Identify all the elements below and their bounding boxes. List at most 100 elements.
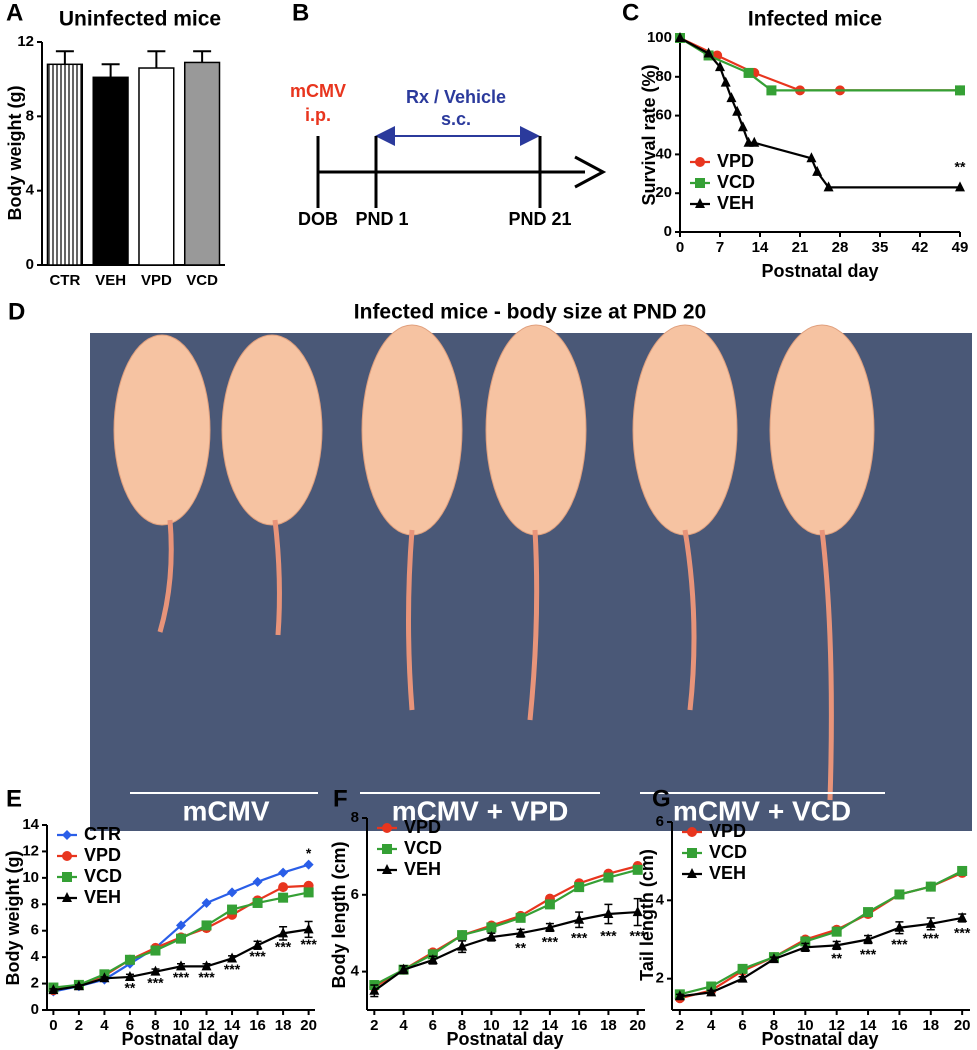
marker [863, 933, 874, 944]
route-label: i.p. [305, 105, 331, 125]
mice-illustration [113, 324, 875, 801]
x-tick-label: 10 [483, 1017, 500, 1034]
marker [486, 931, 497, 942]
x-tick-label: 18 [600, 1017, 617, 1034]
significance-label: ** [515, 939, 526, 955]
marker [278, 892, 289, 903]
significance-label: *** [300, 936, 317, 952]
marker [252, 939, 263, 950]
y-tick-label: 2 [31, 975, 39, 992]
marker [150, 945, 161, 956]
panel-letter: D [8, 298, 25, 325]
x-tick-label: 14 [752, 239, 769, 256]
legend-marker [687, 868, 697, 878]
legend-marker [62, 892, 72, 902]
group-label: mCMV + VPD [392, 795, 569, 826]
timeline-arrowhead [574, 155, 607, 189]
day-label: PND 21 [508, 209, 571, 229]
bar [92, 76, 129, 266]
legend-label: CTR [84, 824, 121, 844]
x-tick-label: 0 [49, 1017, 57, 1034]
significance-label: *** [891, 936, 908, 952]
marker [544, 899, 555, 910]
y-tick-label: 12 [17, 33, 34, 50]
x-tick-label: 2 [75, 1017, 83, 1034]
marker [252, 897, 263, 908]
marker [176, 920, 186, 931]
marker [515, 927, 526, 938]
panel-letter: B [292, 0, 309, 26]
marker [632, 864, 643, 875]
y-tick-label: 4 [656, 891, 665, 908]
x-axis-label: Postnatal day [121, 1029, 238, 1049]
x-tick-label: 8 [151, 1017, 159, 1034]
marker [369, 984, 380, 995]
y-tick-label: 2 [656, 970, 664, 987]
marker [766, 85, 777, 96]
y-tick-label: 8 [31, 895, 39, 912]
significance-label: *** [224, 961, 241, 977]
legend-label: VCD [84, 866, 122, 886]
x-tick-label: 4 [100, 1017, 109, 1034]
x-tick-label: 6 [429, 1017, 437, 1034]
legend-marker [382, 864, 392, 874]
chart-title: Infected mice [748, 8, 882, 31]
day-label: PND 1 [355, 209, 408, 229]
series-line [373, 864, 638, 988]
marker [398, 963, 409, 974]
marker [278, 927, 289, 938]
legend-label: VCD [404, 838, 442, 858]
group-label: mCMV [182, 795, 269, 826]
y-tick-label: 40 [655, 145, 672, 162]
marker [749, 136, 760, 147]
y-tick-label: 14 [22, 816, 39, 833]
x-tick-label: 10 [173, 1017, 190, 1034]
marker [515, 912, 526, 923]
marker [150, 965, 161, 976]
legend-label: VPD [84, 845, 121, 865]
marker [603, 908, 614, 918]
x-tick-label: 16 [891, 1017, 908, 1034]
marker [227, 952, 238, 963]
x-tick-label: 20 [629, 1017, 646, 1034]
x-tick-label: 16 [249, 1017, 266, 1034]
treatment-route-label: s.c. [441, 109, 471, 129]
significance-label: *** [275, 939, 292, 955]
x-tick-label: 2 [676, 1017, 684, 1034]
x-tick-label: 8 [458, 1017, 466, 1034]
significance-label: *** [600, 928, 617, 944]
x-tick-label: 14 [224, 1017, 241, 1034]
x-tick-label: 14 [542, 1017, 559, 1034]
legend-marker [695, 178, 705, 188]
y-axis-label: Body weight (g) [3, 851, 23, 986]
x-tick-label: 8 [770, 1017, 778, 1034]
x-tick-label: 12 [828, 1017, 845, 1034]
significance-label: *** [860, 946, 877, 962]
y-tick-label: 4 [31, 948, 40, 965]
panel-letter: E [6, 785, 22, 812]
marker [743, 67, 754, 78]
chart-title: Uninfected mice [59, 8, 221, 31]
marker [737, 972, 748, 983]
marker [823, 181, 834, 192]
bar [138, 67, 175, 266]
marker [957, 911, 968, 922]
y-tick-label: 6 [351, 886, 359, 903]
legend-marker [382, 844, 392, 854]
marker [303, 923, 314, 934]
x-tick-label: 42 [912, 239, 929, 256]
x-tick-label: VCD [186, 272, 218, 289]
photo-panel: D Infected mice - body size at PND 20 mC… [8, 298, 972, 831]
marker [737, 963, 748, 974]
marker [278, 882, 289, 893]
x-tick-label: 12 [512, 1017, 529, 1034]
y-tick-label: 0 [664, 223, 672, 240]
x-axis-label: Postnatal day [446, 1029, 563, 1049]
y-tick-label: 4 [26, 182, 35, 199]
y-tick-label: 60 [655, 107, 672, 124]
x-tick-label: 10 [797, 1017, 814, 1034]
marker [486, 922, 497, 933]
marker [955, 181, 965, 192]
significance-label: *** [147, 974, 164, 990]
marker [124, 954, 135, 965]
